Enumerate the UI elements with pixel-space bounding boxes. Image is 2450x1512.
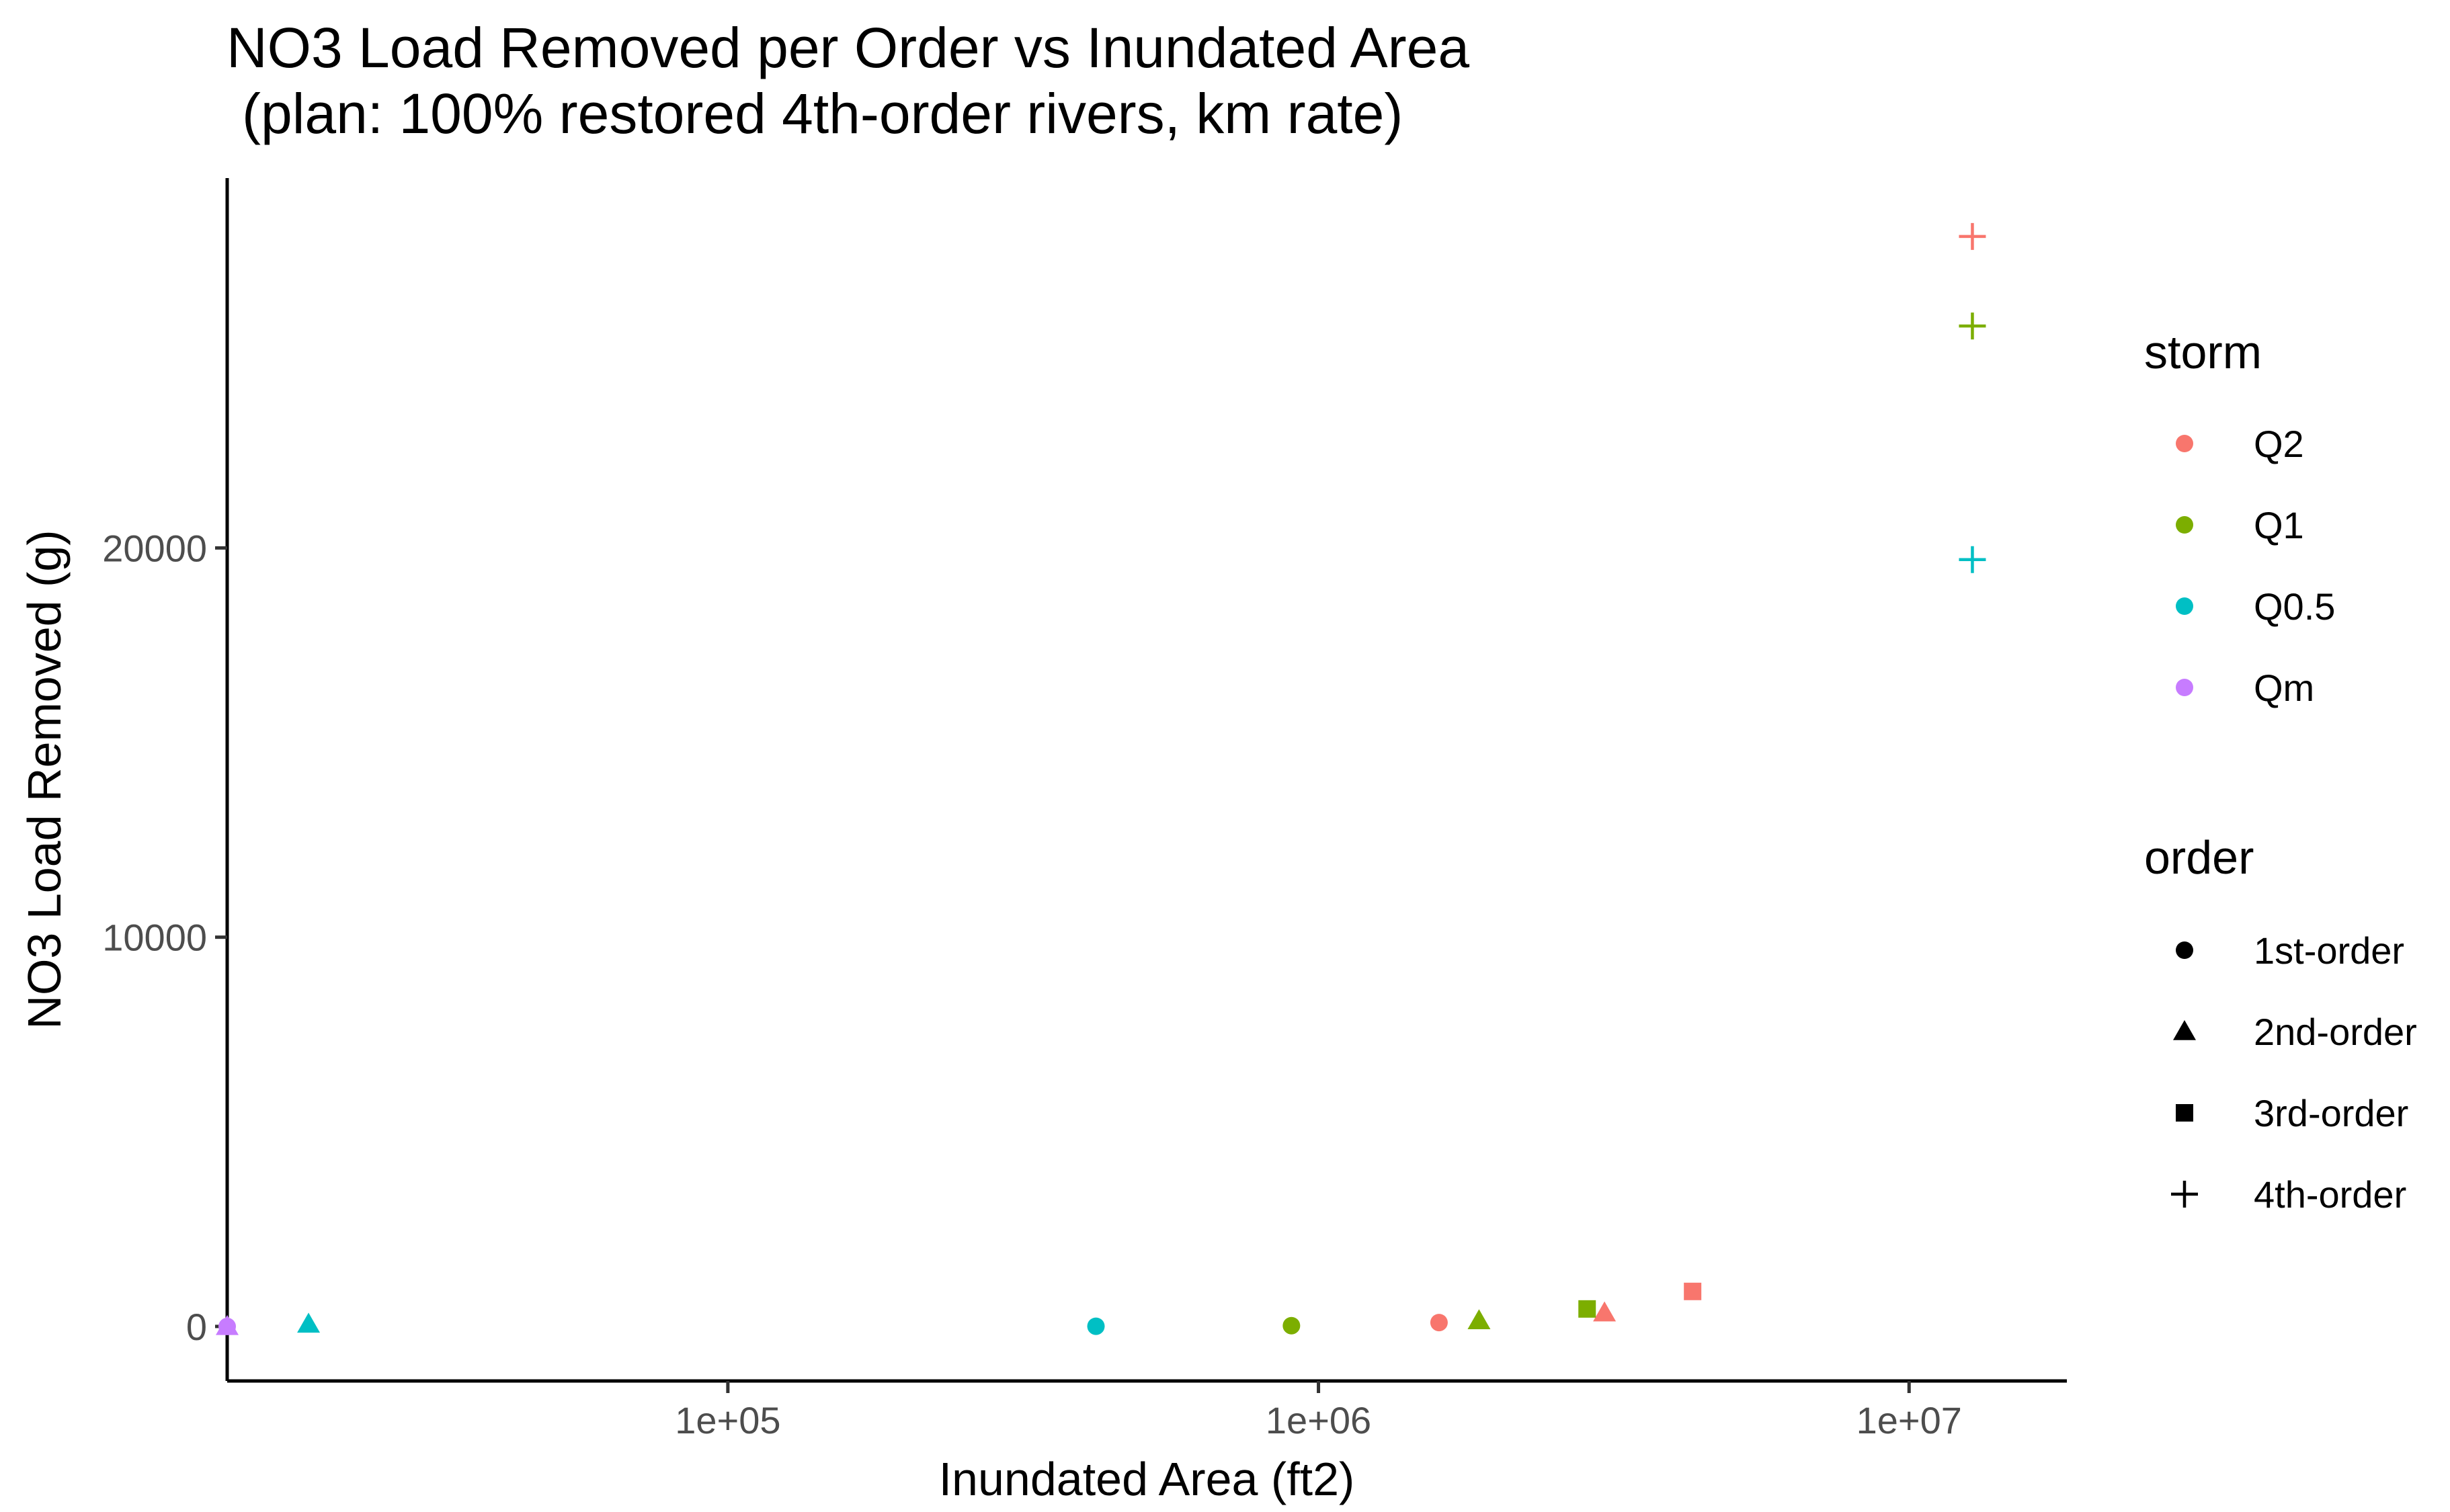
legend-key-order [2171, 1181, 2198, 1208]
legend-label-storm: Q2 [2254, 423, 2304, 465]
legend: storm Q2 Q1 Q0.5 Qm order 1st-order 2nd-orde… [2144, 326, 2417, 1216]
data-point [297, 1312, 321, 1333]
data-point [216, 1314, 239, 1335]
legend-label-order: 4th-order [2254, 1173, 2406, 1216]
legend-shape-items: 1st-order 2nd-order 3rd-order 4th-order [2171, 929, 2417, 1216]
data-point [1959, 312, 1986, 340]
data-points [216, 222, 1986, 1335]
x-tick-label: 1e+07 [1856, 1399, 1962, 1441]
plot-area: 1e+05 1e+06 1e+07 0 10000 20000 [102, 178, 2067, 1441]
x-tick-label: 1e+06 [1266, 1399, 1371, 1441]
x-axis-ticks: 1e+05 1e+06 1e+07 [675, 1381, 1962, 1441]
y-axis-title: NO3 Load Removed (g) [18, 530, 71, 1029]
legend-key-order [2173, 1020, 2196, 1040]
legend-key-storm [2176, 435, 2193, 452]
legend-color-items: Q2 Q1 Q0.5 Qm [2176, 423, 2335, 709]
chart-title: NO3 Load Removed per Order vs Inundated … [227, 16, 1469, 79]
legend-key-storm [2176, 679, 2193, 696]
legend-label-storm: Q0.5 [2254, 585, 2335, 628]
legend-label-storm: Qm [2254, 667, 2314, 709]
data-point [1467, 1309, 1491, 1329]
y-tick-label: 10000 [102, 917, 207, 959]
data-point [1087, 1317, 1105, 1335]
legend-label-order: 1st-order [2254, 929, 2404, 972]
data-point [1684, 1282, 1702, 1300]
data-point [1578, 1300, 1596, 1318]
legend-key-storm [2176, 516, 2193, 534]
data-point [1959, 222, 1986, 250]
legend-title-storm: storm [2144, 326, 2262, 378]
data-point [1282, 1316, 1301, 1335]
data-point [1593, 1301, 1617, 1322]
legend-label-storm: Q1 [2254, 504, 2304, 546]
x-axis-title: Inundated Area (ft2) [939, 1453, 1355, 1505]
legend-label-order: 3rd-order [2254, 1092, 2408, 1134]
y-tick-label: 0 [186, 1306, 207, 1348]
chart-subtitle: (plan: 100% restored 4th-order rivers, k… [242, 82, 1403, 145]
legend-title-order: order [2144, 831, 2254, 884]
y-tick-label: 20000 [102, 527, 207, 569]
x-tick-label: 1e+05 [675, 1399, 780, 1441]
legend-key-storm [2176, 597, 2193, 615]
legend-key-order [2176, 1104, 2193, 1122]
legend-key-order [2176, 941, 2193, 959]
y-axis-ticks: 0 10000 20000 [102, 527, 227, 1348]
data-point [1430, 1314, 1448, 1332]
legend-label-order: 2nd-order [2254, 1011, 2417, 1053]
data-point [1959, 546, 1986, 573]
